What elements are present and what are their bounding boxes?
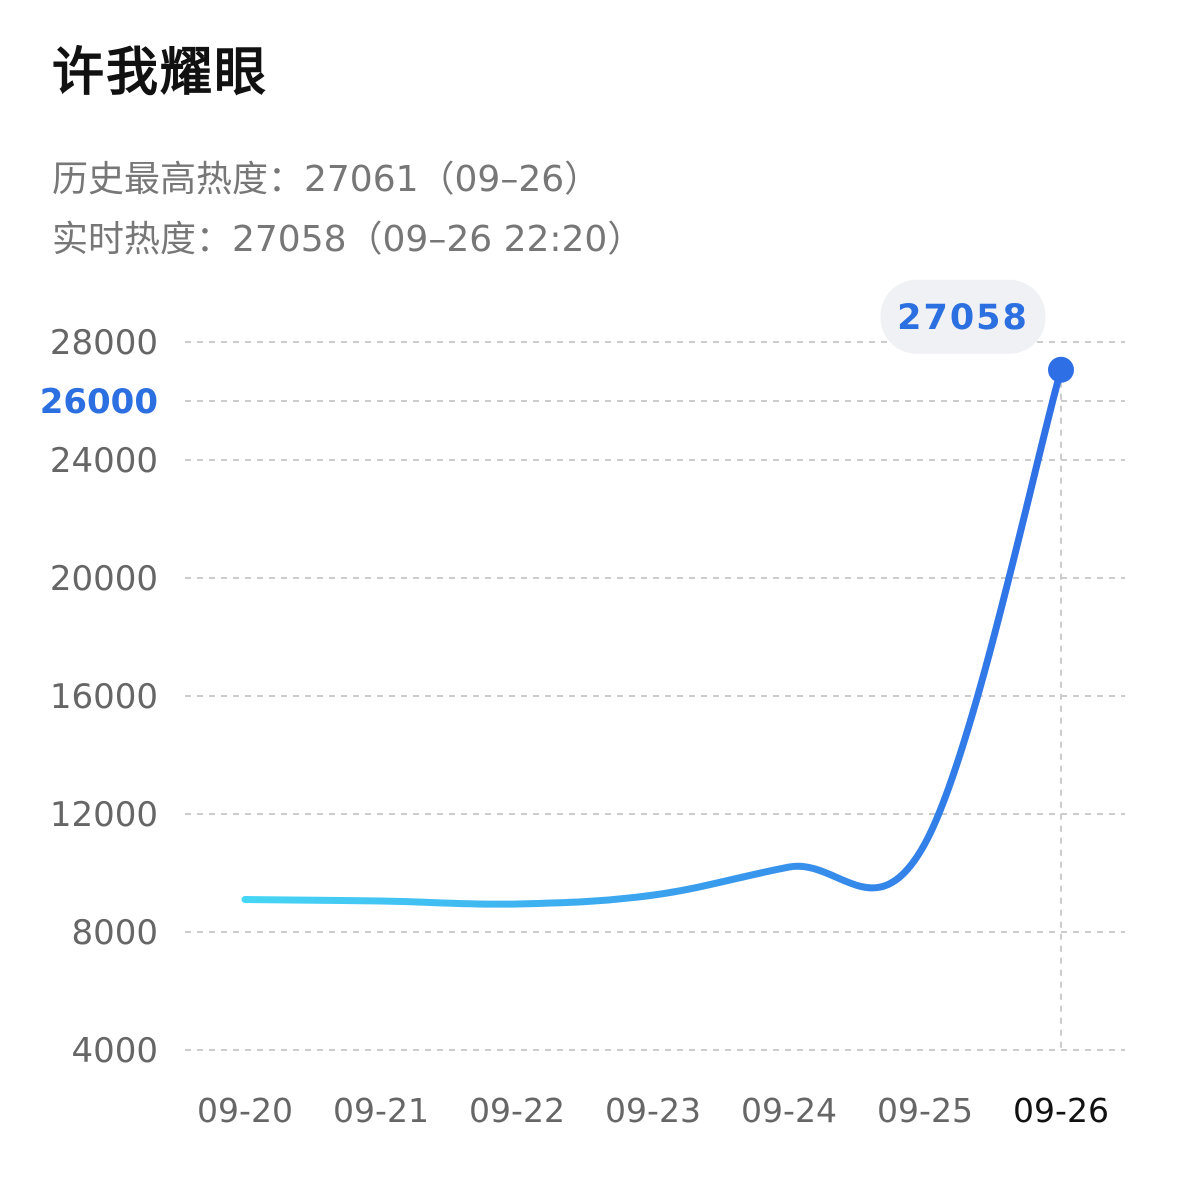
x-tick-label-09-26: 09-26 (1013, 1091, 1109, 1130)
x-axis-ticks: 09-20 09-21 09-22 09-23 09-24 09-25 09-26 (197, 1091, 1109, 1130)
y-tick-label-24000: 24000 (50, 441, 158, 481)
grid-lines (185, 341, 1125, 1051)
y-tick-label-4000: 4000 (71, 1031, 158, 1071)
x-tick-label-09-20: 09-20 (197, 1091, 293, 1130)
bubble-value: 27058 (897, 298, 1029, 338)
x-tick-label-09-24: 09-24 (741, 1091, 837, 1130)
latest-value-bubble: 27058 (880, 279, 1046, 354)
realtime-heat: 实时热度：27058（09–26 22:20） (52, 219, 644, 260)
y-tick-label-12000: 12000 (50, 795, 158, 835)
y-tick-label-16000: 16000 (50, 677, 158, 717)
x-tick-label-09-21: 09-21 (333, 1091, 429, 1130)
y-tick-label-20000: 20000 (50, 559, 158, 599)
y-tick-label-28000: 28000 (50, 323, 158, 363)
series-line (241, 366, 1065, 908)
page-title: 许我耀眼 (52, 43, 269, 103)
x-tick-label-09-23: 09-23 (605, 1091, 701, 1130)
x-tick-label-09-25: 09-25 (877, 1091, 973, 1130)
x-tick-label-09-22: 09-22 (469, 1091, 565, 1130)
y-tick-label-26000: 26000 (40, 382, 158, 422)
historical-max-heat: 历史最高热度：27061（09–26） (52, 159, 601, 200)
latest-data-point[interactable] (1048, 356, 1074, 383)
y-tick-label-8000: 8000 (71, 913, 158, 953)
y-axis-ticks: 4000 8000 12000 16000 20000 24000 26000 28000 (40, 323, 158, 1071)
bubble-background (880, 279, 1046, 354)
